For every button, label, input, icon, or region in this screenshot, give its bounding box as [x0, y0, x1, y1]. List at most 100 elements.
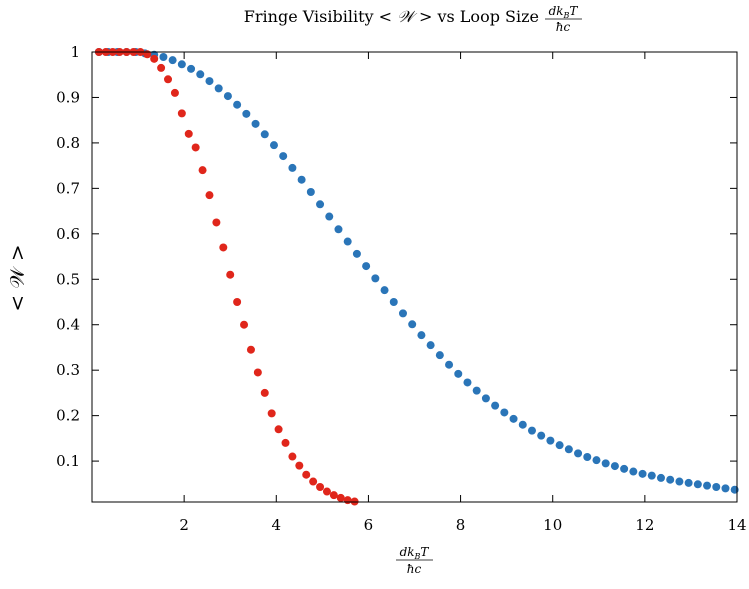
data-point — [703, 481, 712, 490]
data-point — [219, 243, 228, 252]
data-point — [398, 309, 407, 318]
data-point — [260, 130, 269, 139]
data-point — [242, 109, 251, 118]
data-point — [527, 426, 536, 435]
data-point — [629, 467, 638, 476]
data-point — [555, 441, 564, 450]
data-point — [205, 77, 214, 86]
data-point — [170, 88, 179, 97]
data-point — [537, 431, 546, 440]
data-point — [329, 491, 338, 500]
data-point — [509, 414, 518, 423]
y-tick-label: 0.9 — [56, 88, 80, 106]
data-point — [352, 249, 361, 258]
y-tick-label: 1 — [70, 43, 80, 61]
data-point — [564, 445, 573, 454]
x-axis-label: dkBT ħc — [396, 545, 433, 576]
y-tick-label: 0.1 — [56, 452, 80, 470]
data-point — [295, 461, 304, 470]
data-point — [583, 453, 592, 461]
data-point — [306, 188, 315, 196]
data-point — [251, 119, 260, 128]
data-point — [435, 351, 444, 360]
data-point — [472, 386, 481, 395]
data-point — [240, 320, 249, 329]
data-point — [656, 473, 665, 482]
x-tick-label: 8 — [456, 516, 466, 534]
x-tick-label: 2 — [179, 516, 189, 534]
y-axis-label: < 𝒲 > — [5, 244, 29, 311]
data-point — [574, 449, 583, 458]
data-point — [214, 84, 223, 93]
chart-title: Fringe Visibility < 𝒲 > vs Loop Size dkB… — [244, 4, 582, 34]
data-points — [94, 48, 739, 506]
data-point — [491, 401, 500, 410]
x-tick-label: 4 — [272, 516, 282, 534]
data-point — [693, 480, 702, 489]
x-tick-label: 12 — [635, 516, 654, 534]
chart-title-text: Fringe Visibility < 𝒲 > vs Loop Size — [244, 7, 539, 26]
data-point — [518, 420, 527, 429]
data-point — [159, 53, 168, 61]
data-point — [288, 163, 297, 172]
y-tick-label: 0.5 — [56, 270, 80, 288]
data-point — [246, 345, 255, 354]
data-point — [269, 141, 278, 150]
data-point — [196, 70, 205, 79]
data-point — [322, 487, 331, 496]
axis-ticks: 2 4 6 8 10 12 14 0.1 0.2 0.3 0.4 0.5 0.6 0.7 0.8 0.9 1 — [56, 43, 746, 534]
data-point — [212, 218, 221, 227]
series-1-points — [94, 48, 359, 506]
data-point — [177, 109, 186, 118]
data-point — [343, 496, 352, 505]
data-point — [712, 483, 721, 491]
chart-title-fraction: dkBT ħc — [545, 4, 582, 34]
x-tick-label: 6 — [364, 516, 374, 534]
data-point — [721, 484, 730, 493]
data-point — [684, 478, 693, 487]
data-point — [198, 166, 207, 175]
x-label-denominator: ħc — [407, 562, 422, 576]
data-point — [592, 456, 601, 465]
y-tick-label: 0.6 — [56, 225, 80, 243]
y-tick-label: 0.7 — [56, 179, 80, 197]
x-tick-label: 10 — [543, 516, 562, 534]
data-point — [223, 92, 232, 101]
data-point — [417, 331, 426, 340]
data-point — [184, 129, 193, 138]
data-point — [362, 262, 371, 271]
data-point — [297, 175, 306, 184]
data-point — [601, 459, 610, 468]
data-point — [546, 436, 555, 445]
data-point — [675, 477, 684, 486]
title-fraction-numerator: dkBT — [549, 4, 579, 20]
data-point — [426, 341, 435, 350]
data-point — [316, 483, 325, 491]
data-point — [267, 409, 276, 418]
data-point — [454, 369, 463, 378]
data-point — [500, 408, 509, 417]
data-point — [226, 270, 235, 279]
data-point — [279, 152, 288, 161]
data-point — [157, 63, 166, 72]
plot-frame — [91, 51, 738, 503]
data-point — [481, 394, 490, 403]
data-point — [260, 388, 269, 397]
data-point — [302, 470, 311, 479]
data-point — [233, 298, 242, 306]
data-point — [143, 50, 152, 59]
data-point — [334, 225, 343, 234]
data-point — [164, 75, 173, 84]
data-point — [389, 298, 398, 306]
data-point — [638, 469, 647, 478]
data-point — [205, 191, 214, 200]
data-point — [343, 237, 352, 246]
data-point — [177, 60, 186, 69]
data-point — [187, 64, 196, 73]
data-point — [620, 464, 629, 473]
data-point — [309, 477, 318, 486]
data-point — [463, 378, 472, 387]
x-label-numerator: dkBT — [400, 545, 430, 561]
